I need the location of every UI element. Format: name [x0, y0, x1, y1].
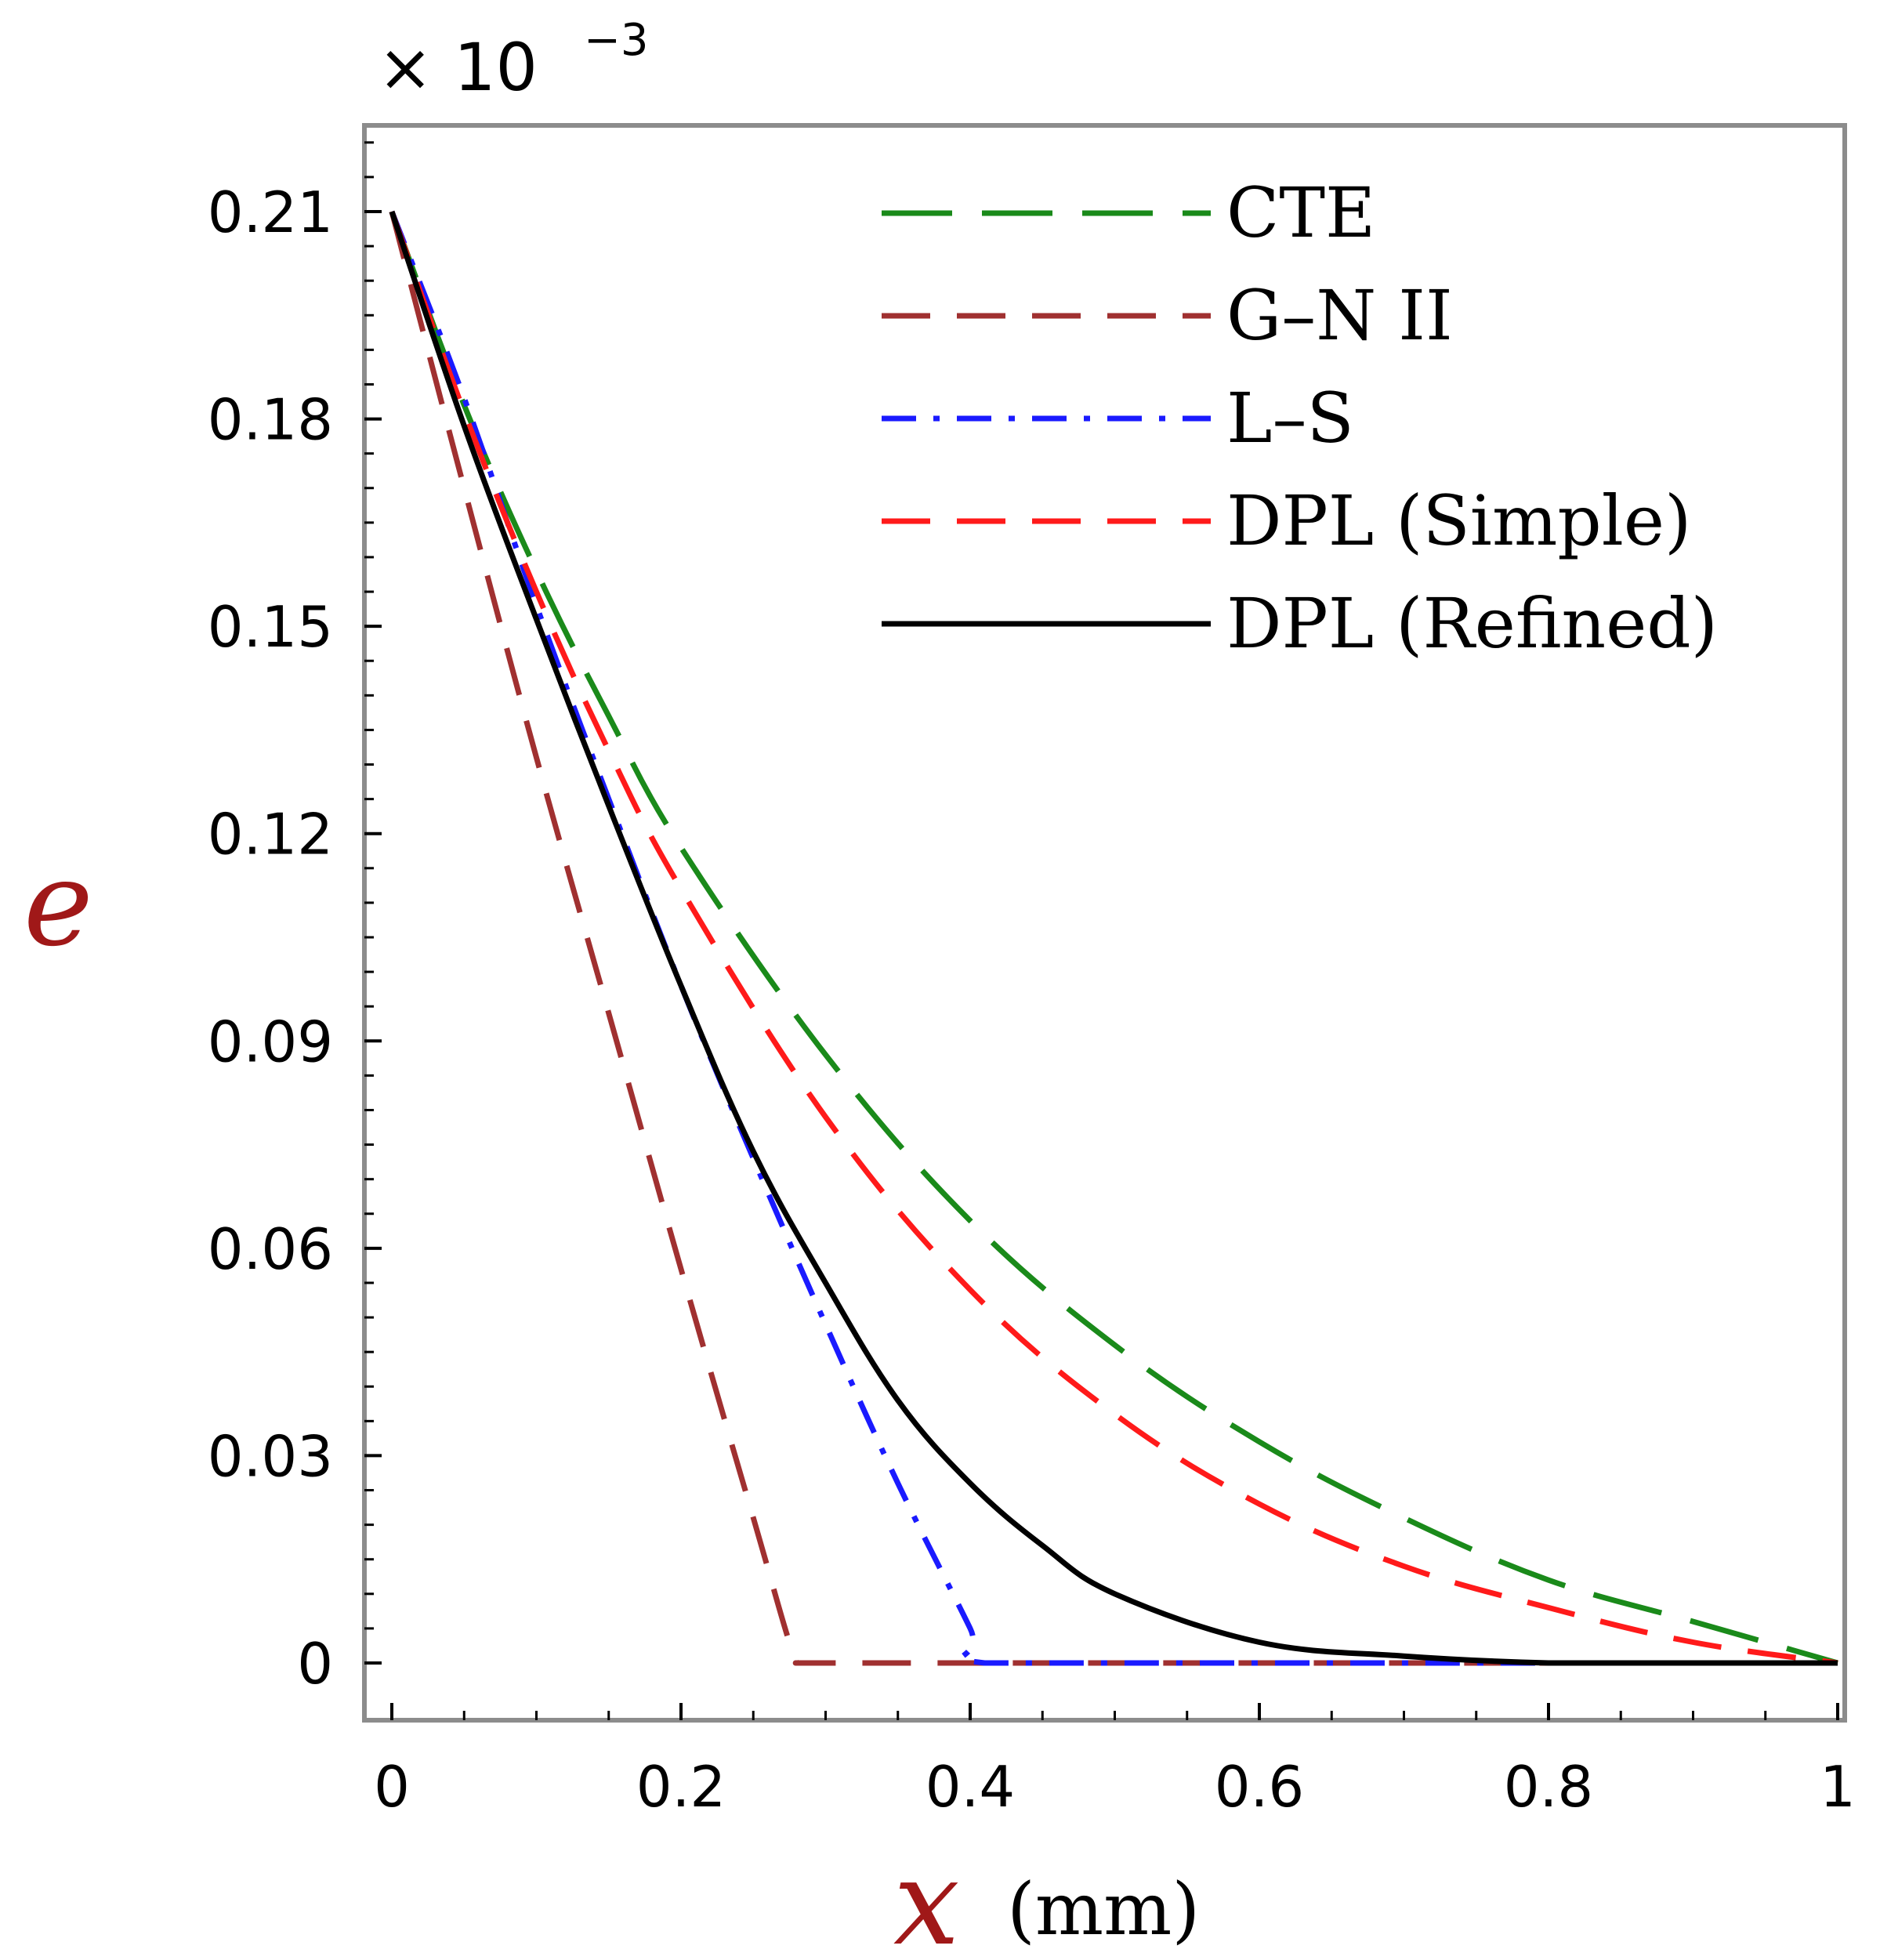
x-tick-label: 0.8 [1504, 1754, 1594, 1820]
y-tick-label: 0.12 [208, 802, 333, 868]
axis-ticks: 0 0.03 0.06 0.09 0.12 0.15 0.18 0.21 0 0.2 0.4 0.6 0… [208, 141, 1856, 1820]
x-tick-label: 0.4 [926, 1754, 1016, 1820]
x-tick-label: 0.2 [636, 1754, 726, 1820]
y-tick-label: 0.21 [208, 179, 333, 245]
y-tick-label: 0 [297, 1631, 333, 1697]
series-line-cte [389, 210, 1838, 1666]
legend: CTE G–N II L–S DPL (Simple) DPL (Refined) [882, 172, 1718, 664]
series-line-dpl-simple [389, 210, 1838, 1666]
x-tick-label: 0 [374, 1754, 410, 1820]
legend-label: G–N II [1226, 275, 1453, 356]
legend-label: DPL (Refined) [1226, 583, 1718, 664]
legend-label: DPL (Simple) [1226, 480, 1691, 561]
y-tick-label: 0.03 [208, 1423, 333, 1489]
y-axis-title: e [24, 836, 93, 973]
legend-label: L–S [1226, 378, 1354, 458]
x-tick-label: 0.6 [1215, 1754, 1305, 1820]
y-multiplier: × 10 [378, 29, 538, 106]
series-line-g-n-ii [389, 211, 1838, 1666]
legend-label: CTE [1226, 172, 1375, 253]
series-line-l-s [389, 210, 1838, 1666]
y-tick-label: 0.15 [208, 594, 333, 660]
series-layer [389, 210, 1838, 1666]
y-multiplier-exponent: −3 [584, 15, 649, 66]
y-tick-label: 0.09 [208, 1009, 333, 1074]
x-axis-title: x [893, 1835, 960, 1960]
series-line-dpl-refined [389, 210, 1838, 1666]
y-tick-label: 0.18 [208, 387, 333, 453]
plot-frame [362, 123, 1847, 1723]
x-tick-label: 1 [1820, 1754, 1856, 1820]
x-axis-unit: (mm) [1007, 1868, 1200, 1951]
y-tick-label: 0.06 [208, 1216, 333, 1282]
